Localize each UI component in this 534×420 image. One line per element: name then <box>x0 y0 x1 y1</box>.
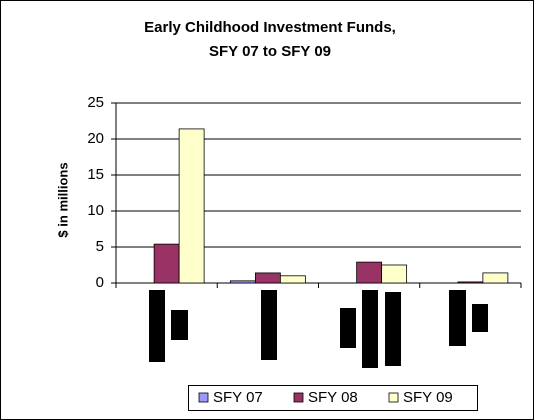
y-tick-label: 0 <box>96 274 104 291</box>
bar <box>279 275 306 284</box>
bar <box>254 272 281 284</box>
bar <box>229 280 256 284</box>
bar <box>482 272 509 284</box>
redaction <box>171 310 188 340</box>
redaction <box>261 290 277 360</box>
legend-swatch <box>388 392 399 403</box>
redaction <box>340 308 356 348</box>
redaction <box>385 292 401 366</box>
redaction <box>362 290 378 368</box>
redaction <box>472 304 488 332</box>
y-tick-label: 15 <box>87 166 104 183</box>
y-tick-label: 20 <box>87 130 104 147</box>
y-tick-label: 10 <box>87 202 104 219</box>
redaction <box>149 290 165 362</box>
y-axis-label: $ in millions <box>55 162 70 237</box>
bar <box>178 128 205 284</box>
legend-box <box>188 385 478 411</box>
redaction <box>449 290 466 346</box>
legend-label: SFY 08 <box>308 389 358 406</box>
legend-label: SFY 07 <box>213 389 263 406</box>
y-tick-label: 5 <box>96 238 104 255</box>
bar <box>356 261 383 284</box>
bar <box>457 281 484 284</box>
legend-swatch <box>198 392 209 403</box>
bar <box>153 243 180 284</box>
chart-title: Early Childhood Investment Funds, <box>144 19 396 36</box>
legend-swatch <box>293 392 304 403</box>
bar <box>381 264 408 284</box>
redactions <box>149 290 488 368</box>
legend-label: SFY 09 <box>403 389 453 406</box>
y-tick-label: 25 <box>87 94 104 111</box>
chart-title: SFY 07 to SFY 09 <box>209 43 331 60</box>
